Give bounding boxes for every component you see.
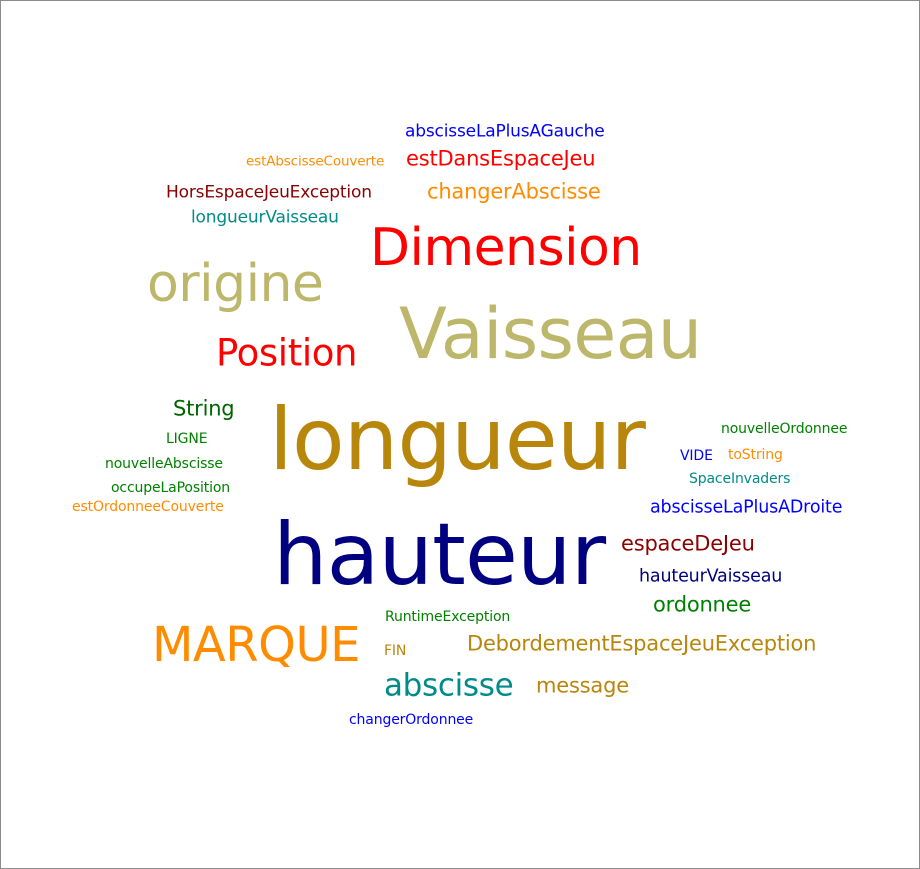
word-occupeLaPosition: occupeLaPosition bbox=[111, 480, 230, 496]
word-Vaisseau: Vaisseau bbox=[399, 293, 702, 375]
word-estAbscisseCouverte: estAbscisseCouverte bbox=[246, 153, 385, 170]
word-RuntimeException: RuntimeException bbox=[385, 609, 511, 625]
word-changerOrdonnee: changerOrdonnee bbox=[349, 712, 474, 728]
word-origine: origine bbox=[147, 254, 324, 314]
word-String: String bbox=[173, 396, 235, 421]
word-estOrdonneeCouverte: estOrdonneeCouverte bbox=[72, 499, 224, 515]
word-LIGNE: LIGNE bbox=[166, 431, 208, 447]
word-Position: Position bbox=[216, 331, 358, 375]
word-abscisseLaPlusADroite: abscisseLaPlusADroite bbox=[650, 497, 843, 518]
word-HorsEspaceJeuException: HorsEspaceJeuException bbox=[166, 182, 372, 203]
word-hauteur: hauteur bbox=[273, 505, 606, 605]
word-MARQUE: MARQUE bbox=[152, 617, 360, 673]
word-nouvelleOrdonnee: nouvelleOrdonnee bbox=[721, 421, 848, 437]
word-VIDE: VIDE bbox=[680, 448, 713, 464]
word-toString: toString bbox=[728, 447, 783, 463]
word-espaceDeJeu: espaceDeJeu bbox=[621, 531, 755, 556]
word-changerAbscisse: changerAbscisse bbox=[427, 179, 601, 204]
word-abscisseLaPlusAGauche: abscisseLaPlusAGauche bbox=[405, 121, 605, 142]
word-nouvelleAbscisse: nouvelleAbscisse bbox=[105, 456, 223, 472]
word-longueur: longueur bbox=[269, 390, 646, 490]
word-ordonnee: ordonnee bbox=[653, 592, 752, 617]
word-longueurVaisseau: longueurVaisseau bbox=[191, 207, 339, 228]
word-estDansEspaceJeu: estDansEspaceJeu bbox=[406, 146, 596, 171]
word-SpaceInvaders: SpaceInvaders bbox=[689, 471, 791, 487]
word-FIN: FIN bbox=[384, 643, 407, 659]
word-DebordementEspaceJeuException: DebordementEspaceJeuException bbox=[467, 631, 817, 656]
word-abscisse: abscisse bbox=[384, 667, 514, 704]
word-hauteurVaisseau: hauteurVaisseau bbox=[639, 566, 783, 587]
word-message: message bbox=[536, 673, 629, 698]
word-Dimension: Dimension bbox=[370, 218, 642, 278]
